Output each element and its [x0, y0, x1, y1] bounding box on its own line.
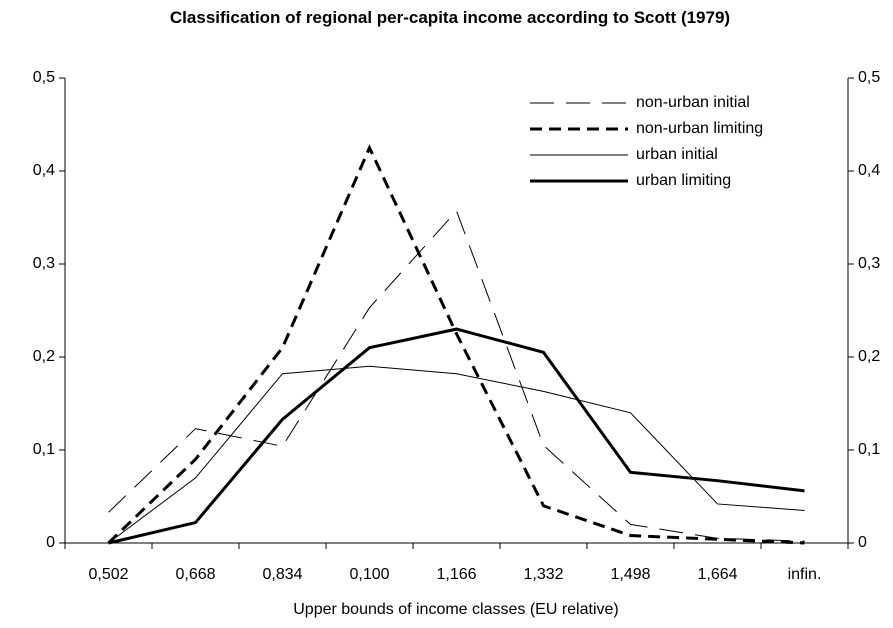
y2-tick-label: 0 — [858, 534, 867, 551]
y-tick-label: 0,5 — [33, 69, 55, 86]
series-line — [108, 327, 805, 545]
x-tick-label: 1,166 — [436, 566, 476, 583]
y-tick-label: 0,4 — [33, 162, 55, 179]
x-axis-title: Upper bounds of income classes (EU relat… — [293, 601, 618, 618]
legend-label: urban limiting — [636, 172, 731, 189]
x-tick-label: 0,668 — [175, 566, 215, 583]
chart-title: Classification of regional per-capita in… — [169, 8, 731, 27]
y-tick-label: 0 — [46, 534, 55, 551]
series-line — [107, 144, 805, 545]
x-tick-label: 0,502 — [88, 566, 128, 583]
x-tick-label: 1,498 — [610, 566, 650, 583]
y-tick-label: 0,1 — [33, 441, 55, 458]
legend-label: non-urban initial — [636, 94, 750, 111]
series-line — [108, 210, 805, 542]
x-tick-label: 1,664 — [697, 566, 737, 583]
legend-label: urban initial — [636, 146, 718, 163]
x-tick-label: 0,100 — [349, 566, 389, 583]
y-tick-label: 0,2 — [33, 348, 55, 365]
y-tick-label: 0,3 — [33, 255, 55, 272]
y2-tick-label: 0,1 — [858, 441, 880, 458]
x-tick-label: 1,332 — [523, 566, 563, 583]
x-tick-label: 0,834 — [262, 566, 302, 583]
x-tick-label: infin. — [788, 566, 822, 583]
y2-tick-label: 0,5 — [858, 69, 880, 86]
y2-tick-label: 0,4 — [858, 162, 880, 179]
series-line — [108, 365, 805, 544]
y2-tick-label: 0,3 — [858, 255, 880, 272]
y2-tick-label: 0,2 — [858, 348, 880, 365]
legend-label: non-urban limiting — [636, 120, 763, 137]
